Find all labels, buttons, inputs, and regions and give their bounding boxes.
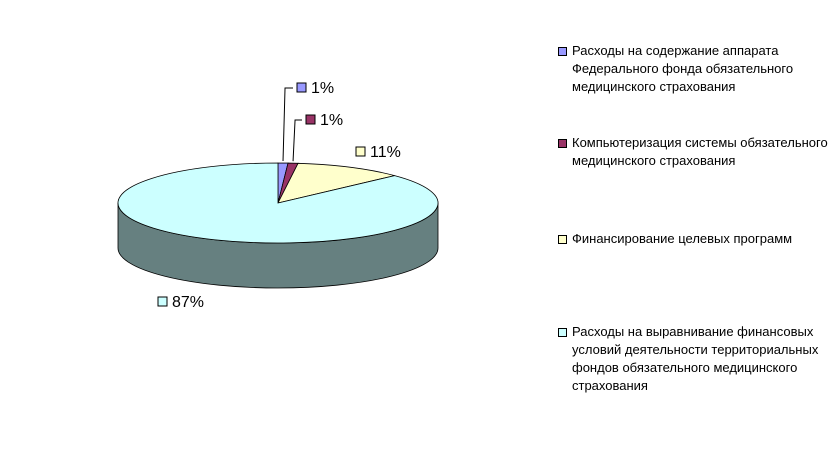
leader-line	[282, 87, 293, 162]
data-label: 1%	[320, 112, 343, 129]
legend-swatch	[558, 139, 567, 148]
leader-line	[292, 119, 302, 162]
legend-entry: Компьютеризация системы обязательного ме…	[558, 134, 828, 170]
legend-swatch	[558, 47, 567, 56]
data-label: 11%	[370, 144, 401, 161]
pie-slice	[117, 162, 439, 244]
label-key	[355, 146, 366, 157]
pie-slice	[277, 162, 395, 204]
legend-entry: Расходы на выравнивание финансовых услов…	[558, 323, 828, 395]
label-key	[296, 82, 307, 93]
legend-entry: Расходы на содержание аппарата Федеральн…	[558, 42, 828, 96]
data-label: 87%	[172, 294, 204, 311]
legend-swatch	[558, 328, 567, 337]
legend-label: Расходы на выравнивание финансовых услов…	[572, 324, 819, 393]
label-key	[157, 296, 168, 307]
legend-label: Расходы на содержание аппарата Федеральн…	[572, 43, 794, 94]
legend-label: Финансирование целевых программ	[572, 231, 793, 246]
data-label: 1%	[311, 80, 334, 97]
legend-swatch	[558, 235, 567, 244]
legend-label: Компьютеризация системы обязательного ме…	[572, 135, 828, 168]
label-key	[305, 114, 316, 125]
legend-entry: Финансирование целевых программ	[558, 230, 828, 248]
